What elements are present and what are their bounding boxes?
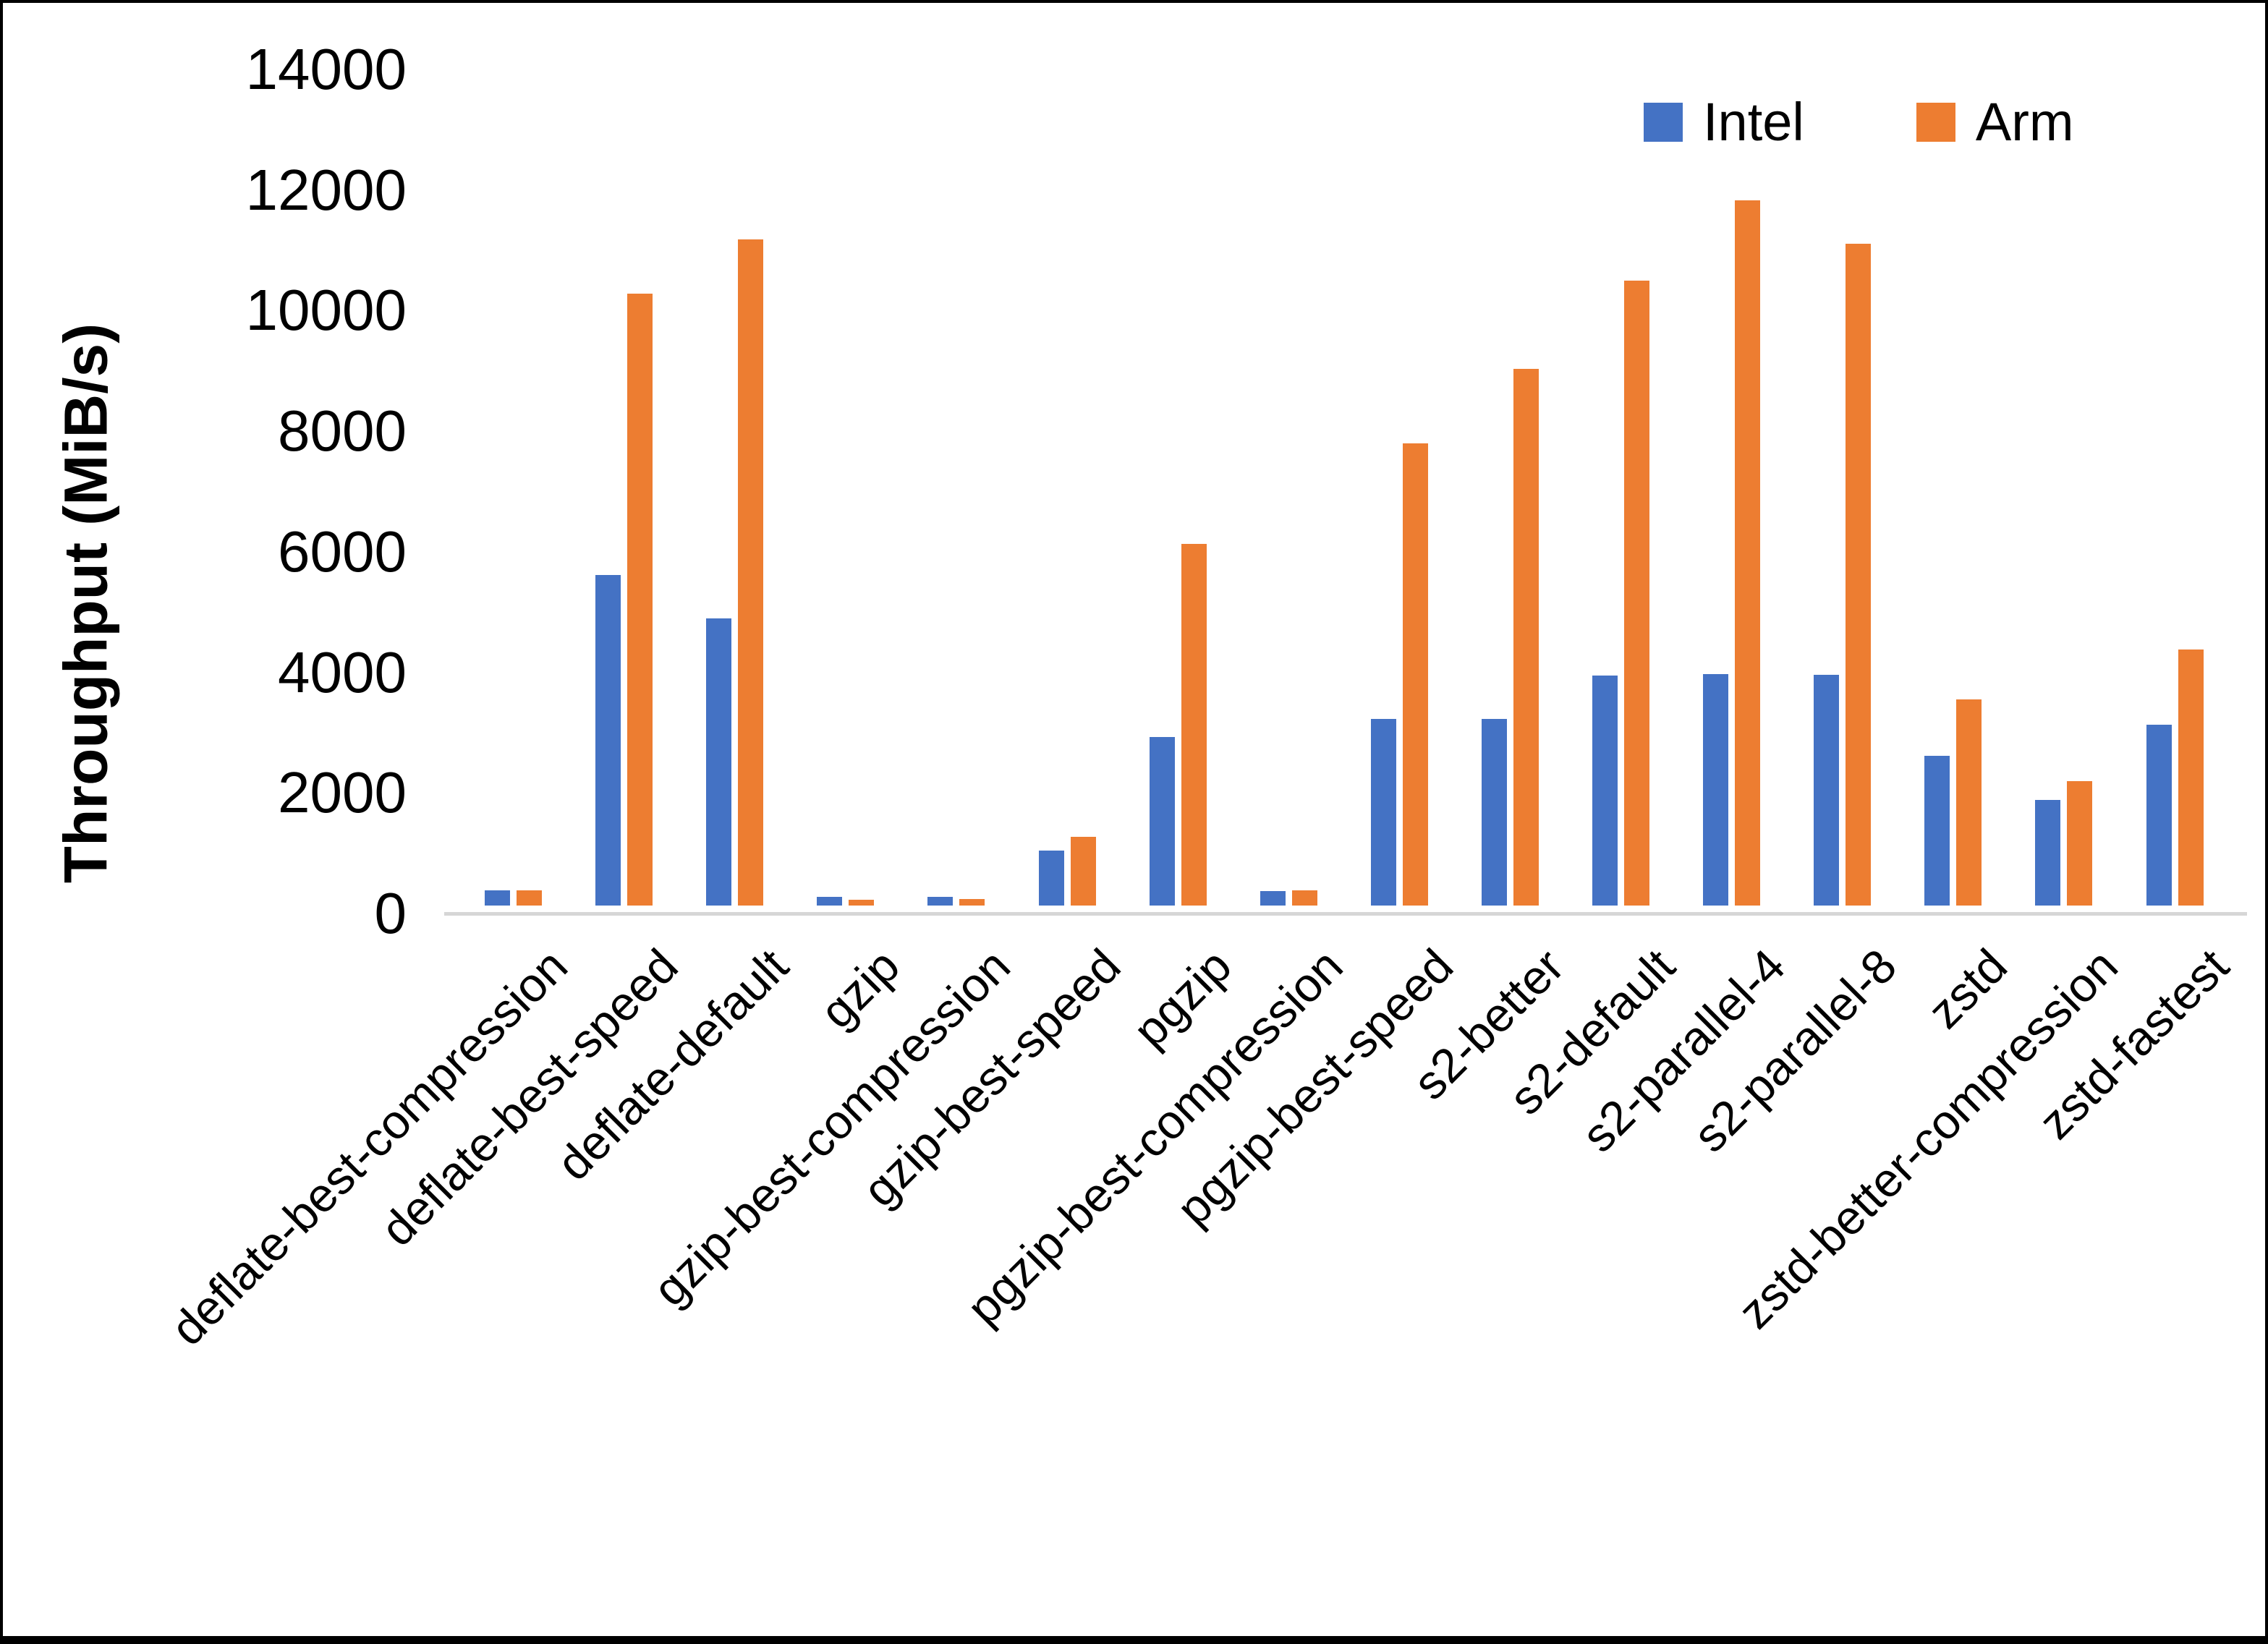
bar-intel-s2-better	[1481, 719, 1507, 906]
bar-arm-s2-parallel-8	[1846, 244, 1872, 906]
bar-intel-gzip-best-compression	[927, 897, 954, 906]
bar-group-s2-parallel-4	[1676, 200, 1787, 906]
bar-arm-pgzip-best-compression	[1291, 890, 1317, 906]
bar-arm-pgzip	[1181, 544, 1207, 906]
y-tick-14000: 14000	[245, 37, 407, 101]
bar-group-pgzip-best-speed	[1344, 443, 1455, 906]
intel-legend-label: Intel	[1703, 92, 1804, 152]
bar-arm-gzip-best-speed	[1070, 837, 1096, 906]
bar-arm-deflate-best-compression	[517, 890, 543, 906]
bar-arm-s2-better	[1513, 369, 1539, 906]
bar-intel-deflate-default	[706, 618, 732, 906]
bar-intel-gzip	[817, 897, 843, 906]
legend-item-intel: Intel	[1644, 95, 1804, 149]
bar-group-pgzip	[1123, 544, 1233, 906]
bar-group-s2-default	[1566, 281, 1676, 906]
bar-arm-gzip-best-compression	[959, 899, 985, 906]
intel-legend-swatch	[1644, 103, 1683, 142]
bar-group-pgzip-best-compression	[1233, 890, 1344, 906]
bar-group-zstd	[1898, 699, 2008, 906]
bar-arm-deflate-best-speed	[627, 294, 653, 906]
y-tick-10000: 10000	[245, 278, 407, 343]
bar-arm-pgzip-best-speed	[1402, 443, 1428, 906]
arm-legend-swatch	[1916, 103, 1955, 142]
bar-arm-s2-parallel-4	[1735, 200, 1761, 906]
bar-group-gzip-best-speed	[1012, 837, 1123, 906]
bar-intel-zstd-better-compression	[2035, 800, 2061, 906]
bar-intel-zstd-fastest	[2146, 725, 2172, 906]
y-tick-12000: 12000	[245, 157, 407, 222]
y-tick-0: 0	[374, 881, 407, 945]
bar-intel-deflate-best-compression	[485, 890, 511, 906]
bar-group-gzip-best-compression	[901, 897, 1011, 906]
bar-intel-pgzip-best-speed	[1370, 719, 1396, 906]
bar-group-deflate-default	[679, 239, 790, 906]
legend: Intel Arm	[1644, 95, 2074, 149]
y-tick-6000: 6000	[278, 519, 407, 584]
bar-intel-s2-parallel-4	[1703, 674, 1729, 906]
x-axis-line	[444, 912, 2247, 916]
bar-arm-zstd	[1956, 699, 1982, 906]
bar-intel-deflate-best-speed	[595, 575, 621, 906]
bar-arm-deflate-default	[738, 239, 764, 906]
bar-group-s2-better	[1455, 369, 1566, 906]
bar-group-zstd-fastest	[2120, 649, 2230, 906]
y-tick-2000: 2000	[278, 760, 407, 825]
bar-arm-zstd-fastest	[2178, 649, 2204, 906]
legend-item-arm: Arm	[1916, 95, 2074, 149]
bar-intel-zstd	[1924, 756, 1950, 906]
bar-group-deflate-best-compression	[458, 890, 569, 906]
bar-intel-s2-parallel-8	[1814, 675, 1840, 906]
bar-intel-pgzip	[1149, 737, 1175, 906]
bar-arm-zstd-better-compression	[2067, 781, 2093, 906]
bar-arm-gzip	[849, 900, 875, 906]
bar-group-deflate-best-speed	[569, 294, 679, 906]
y-tick-4000: 4000	[278, 639, 407, 704]
bar-arm-s2-default	[1624, 281, 1650, 906]
bar-group-zstd-better-compression	[2008, 781, 2119, 906]
bar-group-gzip	[790, 897, 901, 906]
y-tick-8000: 8000	[278, 399, 407, 464]
bar-intel-pgzip-best-compression	[1260, 891, 1286, 906]
arm-legend-label: Arm	[1975, 92, 2074, 152]
bar-group-s2-parallel-8	[1787, 244, 1898, 906]
bar-intel-s2-default	[1592, 676, 1618, 906]
bar-intel-gzip-best-speed	[1038, 851, 1064, 906]
